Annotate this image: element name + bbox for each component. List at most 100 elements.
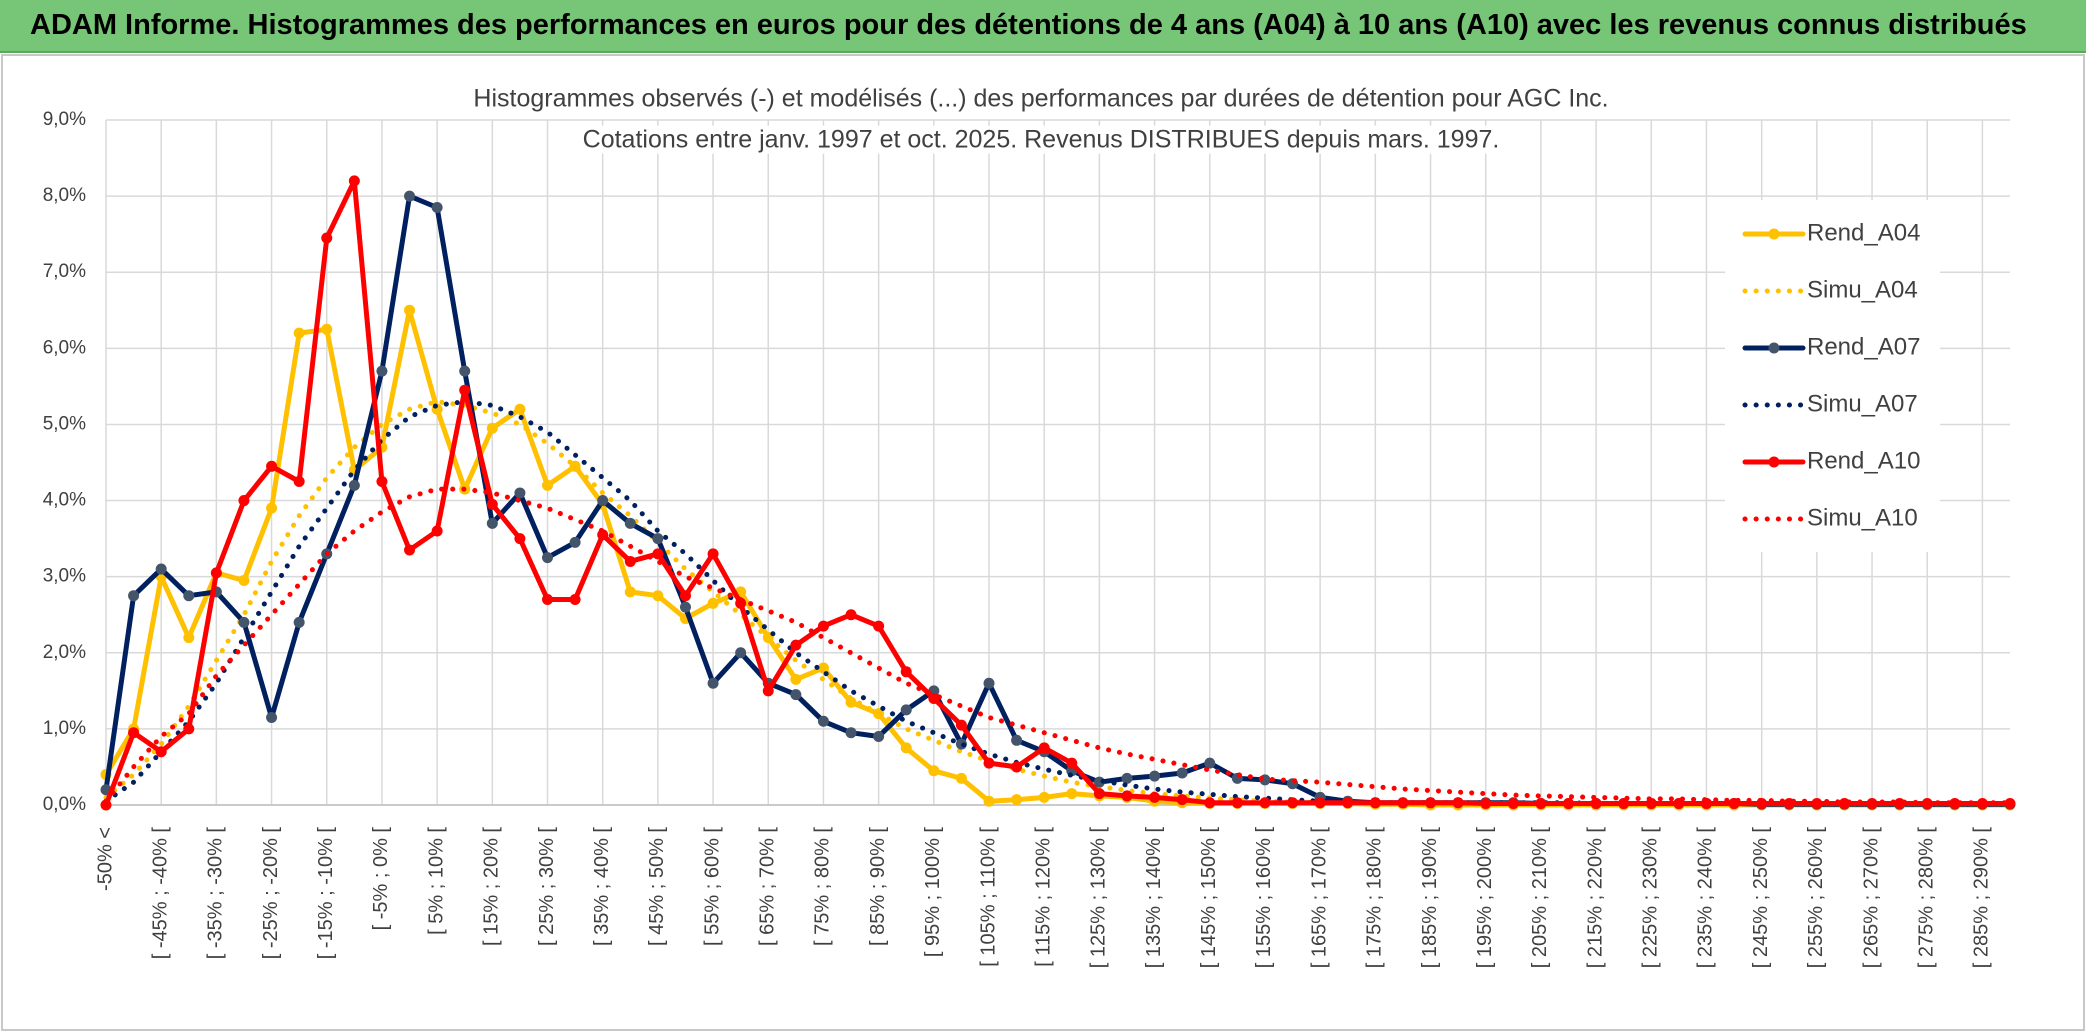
data-point	[762, 685, 774, 697]
y-tick-label: 0,0%	[43, 794, 86, 815]
x-tick-label: [ 185% ; 190% [	[1419, 827, 1441, 969]
data-point	[845, 727, 857, 739]
series-line	[103, 178, 2013, 808]
data-point	[900, 704, 912, 716]
y-tick-label: 8,0%	[43, 185, 86, 206]
data-point	[707, 597, 719, 609]
data-point	[128, 727, 140, 739]
data-point	[266, 460, 278, 472]
data-point	[1011, 794, 1023, 806]
data-point	[1149, 791, 1161, 803]
x-tick-label: [ 285% ; 290% [	[1971, 827, 1993, 969]
data-point	[100, 799, 112, 811]
data-point	[928, 692, 940, 704]
data-point	[486, 422, 498, 434]
x-tick-label: [ 225% ; 230% [	[1640, 827, 1662, 969]
x-tick-label: [ -45% ; -40% [	[149, 827, 171, 960]
x-tick-label: [ 125% ; 130% [	[1088, 827, 1110, 969]
data-point	[404, 544, 416, 556]
x-tick-label: [ 265% ; 270% [	[1860, 827, 1882, 969]
x-tick-label: [ 195% ; 200% [	[1474, 827, 1496, 969]
data-point	[1204, 757, 1216, 769]
x-tick-label: [ 255% ; 260% [	[1805, 827, 1827, 969]
data-point	[238, 616, 250, 628]
data-point	[1425, 797, 1437, 809]
data-point	[128, 590, 140, 602]
data-point	[900, 742, 912, 754]
y-tick-label: 6,0%	[43, 337, 86, 358]
data-point	[1949, 797, 1961, 809]
data-point	[983, 795, 995, 807]
data-point	[1066, 788, 1078, 800]
data-point	[735, 597, 747, 609]
y-tick-label: 7,0%	[43, 261, 86, 282]
data-point	[624, 517, 636, 529]
x-tick-label: [ 75% ; 80% [	[812, 827, 834, 946]
x-tick-label: [ 155% ; 160% [	[1253, 827, 1275, 969]
x-tick-label: [ 35% ; 40% [	[591, 827, 613, 946]
data-point	[928, 765, 940, 777]
data-point	[707, 677, 719, 689]
title-backdrop	[574, 125, 1508, 154]
x-tick-label: [ 5% ; 10% [	[425, 827, 447, 935]
legend-marker	[1768, 342, 1780, 354]
x-tick-label: [ 275% ; 280% [	[1915, 827, 1937, 969]
legend-box	[1725, 200, 1940, 552]
x-tick-label: [ 235% ; 240% [	[1695, 827, 1717, 969]
header-title: ADAM Informe. Histogrammes des performan…	[30, 9, 2027, 41]
x-tick-label: [ -5% ; 0% [	[370, 827, 392, 931]
data-point	[955, 772, 967, 784]
data-point	[1011, 761, 1023, 773]
data-point	[1369, 797, 1381, 809]
data-point	[238, 495, 250, 507]
data-point	[431, 202, 443, 214]
legend-label: Rend_A04	[1807, 219, 1920, 246]
data-point	[1121, 772, 1133, 784]
data-point	[900, 666, 912, 678]
x-tick-label: [ 85% ; 90% [	[867, 827, 889, 946]
x-tick-label: [ 135% ; 140% [	[1143, 827, 1165, 969]
data-point	[376, 476, 388, 488]
data-point	[404, 190, 416, 202]
data-point	[293, 616, 305, 628]
data-point	[266, 711, 278, 723]
legend-label: Simu_A07	[1807, 390, 1918, 417]
y-tick-label: 4,0%	[43, 490, 86, 511]
x-tick-label: [ 95% ; 100% [	[922, 827, 944, 958]
data-point	[955, 719, 967, 731]
x-tick-label: [ 205% ; 210% [	[1529, 827, 1551, 969]
data-point	[1149, 770, 1161, 782]
data-point	[1342, 797, 1354, 809]
data-point	[348, 479, 360, 491]
x-tick-label: [ -35% ; -30% [	[205, 827, 227, 960]
data-point	[542, 479, 554, 491]
data-point	[183, 632, 195, 644]
data-point	[790, 689, 802, 701]
legend-marker	[1768, 456, 1780, 468]
x-tick-label: [ 45% ; 50% [	[646, 827, 668, 946]
x-tick-label: -50% <	[94, 827, 116, 891]
data-point	[486, 498, 498, 510]
data-point	[459, 384, 471, 396]
data-point	[183, 590, 195, 602]
data-point	[817, 620, 829, 632]
data-point	[376, 365, 388, 377]
x-tick-label: [ 165% ; 170% [	[1308, 827, 1330, 969]
data-point	[542, 594, 554, 605]
data-point	[542, 552, 554, 564]
data-point	[514, 487, 526, 499]
data-point	[790, 673, 802, 685]
data-point	[569, 594, 581, 605]
x-tick-label: [ 245% ; 250% [	[1750, 827, 1772, 969]
x-tick-label: [ -15% ; -10% [	[315, 827, 337, 960]
data-point	[1038, 791, 1050, 803]
data-point	[183, 723, 195, 735]
data-point	[1204, 797, 1216, 809]
data-point	[1452, 797, 1464, 809]
x-tick-label: [ 115% ; 120% [	[1032, 827, 1054, 967]
data-point	[1066, 757, 1078, 769]
data-point	[983, 757, 995, 769]
data-point	[293, 476, 305, 488]
data-point	[845, 609, 857, 621]
data-point	[597, 495, 609, 507]
